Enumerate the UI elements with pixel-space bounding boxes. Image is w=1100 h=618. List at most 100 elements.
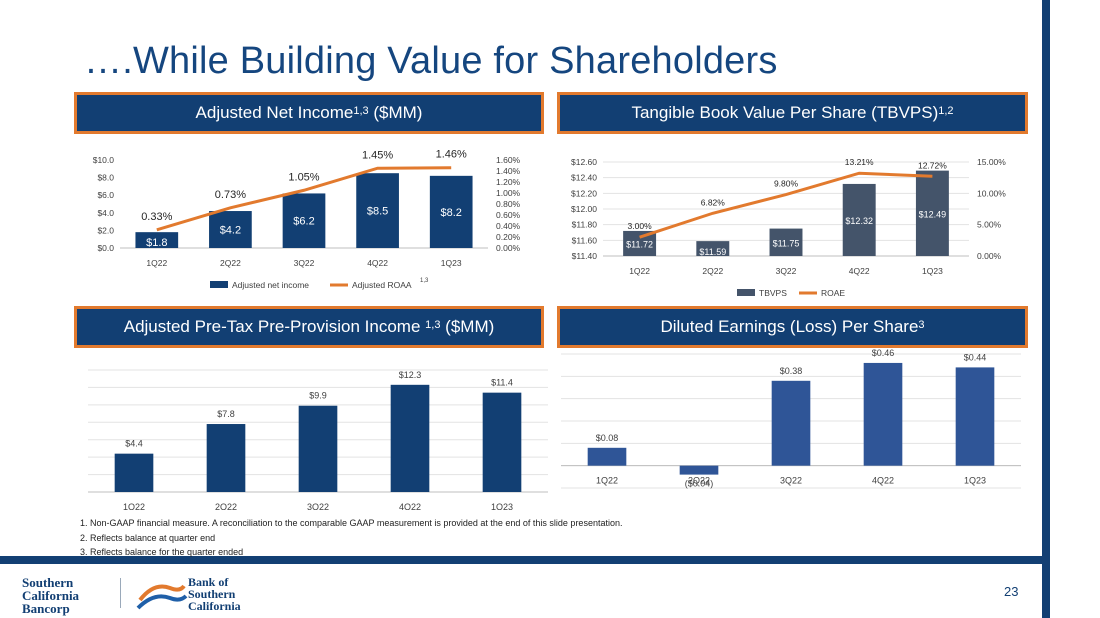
bar: [429, 175, 473, 248]
y-right-tick-label: 1.60%: [496, 155, 521, 165]
x-tick-label: 1Q23: [922, 266, 943, 276]
footnote-3: 3. Reflects balance for the quarter ende…: [80, 547, 244, 557]
x-tick-label: 1Q22: [146, 258, 167, 268]
page-title: ….While Building Value for Shareholders: [84, 40, 778, 82]
wave-logo-icon: [136, 584, 188, 610]
y-left-tick-label: $8.0: [97, 173, 114, 183]
y-right-tick-label: 1.20%: [496, 177, 521, 187]
footnote-1: 1. Non-GAAP financial measure. A reconci…: [80, 518, 623, 528]
chart-eps: $0.08 1Q22 ($0.04)2Q22 $0.38 3Q22 $0.46 4Q22 $0…: [561, 348, 1021, 489]
x-tick-label: 2Q22: [220, 258, 241, 268]
x-tick-label: 4Q22: [367, 258, 388, 268]
bar: [209, 211, 252, 248]
southern-california-bancorp-logo: Southern California Bancorp: [22, 576, 79, 615]
bar: [282, 193, 326, 248]
bar-data-label: ($0.04): [685, 479, 714, 489]
line-data-label: 12.72%: [918, 160, 947, 170]
bar: [206, 424, 246, 492]
x-tick-label: 3Q22: [776, 266, 797, 276]
bar: [587, 447, 627, 466]
line-series-roa: [639, 171, 933, 239]
right-accent-bar: [1042, 0, 1050, 618]
legend-label-sup: 1,3: [420, 278, 429, 284]
chart-pptp: $4.4 1Q22 $7.8 2Q22 $9.9 3Q22 $12.3 4Q22 $11.4 1Q…: [88, 369, 548, 510]
y-left-tick-label: $11.40: [572, 251, 598, 261]
line-data-label: 3.00%: [628, 221, 653, 231]
y-right-tick-label: 0.60%: [496, 210, 521, 220]
y-right-tick-label: 5.00%: [977, 220, 1002, 230]
line-data-label: 6.82%: [701, 197, 726, 207]
y-left-tick-label: $12.20: [571, 188, 597, 198]
section-suffix: ($MM): [368, 103, 423, 122]
section-sup: 3: [918, 318, 925, 331]
section-label: Diluted Earnings (Loss) Per Share: [660, 317, 919, 336]
bar-data-label: $0.44: [964, 352, 987, 362]
footnote-2: 2. Reflects balance at quarter end: [80, 533, 216, 543]
bar-data-label: $6.2: [293, 216, 314, 228]
chart-tbvps: $11.40 $11.60 $11.80 $12.00 $12.20 $12.40 $12.…: [571, 157, 1006, 298]
bar: [482, 392, 522, 492]
y-left-tick-label: $11.60: [572, 235, 598, 245]
legend-label: Adjusted net income: [232, 280, 309, 290]
x-tick-label: 2Q22: [702, 266, 723, 276]
line-data-label: 13.21%: [845, 157, 874, 167]
legend-swatch-bar: [210, 281, 228, 288]
section-sup: 1,3: [425, 318, 441, 331]
bar: [769, 228, 803, 256]
y-left-tick-label: $11.80: [572, 220, 598, 230]
y-right-tick-label: 0.00%: [977, 251, 1002, 261]
bar-data-label: $12.3: [399, 370, 422, 380]
legend-swatch-bar: [737, 289, 755, 296]
x-tick-label: 1Q22: [596, 476, 618, 486]
bar-data-label: $4.4: [125, 439, 143, 449]
y-left-tick-label: $12.00: [571, 204, 597, 214]
x-tick-label: 1Q23: [441, 258, 462, 268]
section-label: Tangible Book Value Per Share (TBVPS): [631, 103, 939, 122]
bar-data-label: $12.32: [845, 216, 873, 226]
bar-data-label: $8.5: [367, 206, 388, 218]
section-header-tbvps: Tangible Book Value Per Share (TBVPS) 1,2: [557, 92, 1028, 134]
bar: [863, 362, 903, 466]
y-left-tick-label: $0.0: [97, 243, 114, 253]
logo-divider: [120, 578, 121, 608]
bar: [390, 384, 430, 492]
line-data-label: 9.80%: [774, 179, 799, 189]
bar-data-label: $12.49: [919, 209, 947, 219]
y-right-tick-label: 10.00%: [977, 188, 1006, 198]
y-right-tick-label: 0.40%: [496, 221, 521, 231]
y-left-tick-label: $4.0: [97, 208, 114, 218]
section-suffix: ($MM): [440, 317, 495, 336]
section-sup: 1,2: [938, 104, 954, 117]
y-left-tick-label: $6.0: [97, 190, 114, 200]
chart-adjusted-net-income: $0.0 $2.0 $4.0 $6.0 $8.0 $10.0 0.00%0.20%0.40%…: [93, 149, 521, 290]
x-tick-label: 1Q23: [964, 476, 986, 486]
bar: [135, 232, 179, 248]
bar-data-label: $11.75: [773, 238, 800, 248]
section-header-adjusted-net-income: Adjusted Net Income 1,3 ($MM): [74, 92, 544, 134]
section-header-eps: Diluted Earnings (Loss) Per Share 3: [557, 306, 1028, 348]
line-series-roa: [156, 166, 452, 232]
logo-line: Bank of: [188, 575, 229, 589]
bar-data-label: $11.72: [626, 239, 653, 249]
bar: [842, 183, 876, 256]
bar: [679, 465, 719, 475]
line-data-label: 0.73%: [215, 189, 246, 201]
bar: [114, 453, 154, 492]
bar-data-label: $9.9: [309, 391, 327, 401]
bar-data-label: $7.8: [217, 409, 235, 419]
bank-of-southern-california-logo: Bank of Southern California: [188, 576, 241, 612]
bar: [915, 170, 949, 256]
x-tick-label: 3Q22: [294, 258, 315, 268]
logo-line: Southern: [22, 575, 74, 590]
legend-label: TBVPS: [759, 288, 787, 298]
bar-data-label: $0.46: [872, 348, 895, 358]
y-left-tick-label: $2.0: [97, 225, 114, 235]
bottom-accent-bar: [0, 556, 1050, 564]
x-tick-label: 4Q22: [849, 266, 870, 276]
line-data-label: 1.45%: [362, 149, 393, 161]
bar-data-label: $0.08: [596, 433, 619, 443]
x-tick-label: 3Q22: [780, 476, 802, 486]
line-data-label: 1.05%: [288, 171, 319, 183]
bar-data-label: $11.59: [699, 247, 726, 257]
bar-data-label: $0.38: [780, 366, 803, 376]
